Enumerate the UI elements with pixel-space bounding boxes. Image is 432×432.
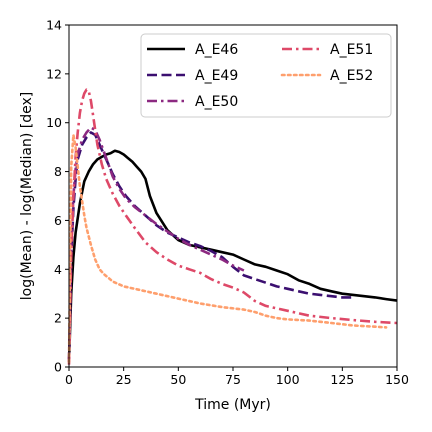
legend-label: A_E52 [330, 68, 373, 84]
x-tick-label: 25 [116, 372, 132, 387]
legend-label: A_E46 [195, 42, 238, 58]
axes-layer: 0 25 50 75 100 125 150 0 2 4 6 8 10 12 14 [46, 18, 409, 388]
series-line-a-e49 [67, 131, 354, 363]
y-axis-title: log(Mean) - log(Median) [dex] [19, 92, 35, 300]
x-tick-label: 50 [170, 372, 186, 387]
series-line-a-e46 [67, 149, 398, 363]
x-tick-label: 150 [385, 372, 409, 387]
series-line-a-e51 [67, 88, 398, 365]
legend: A_E46 A_E49 A_E50 A_E51 A_E52 [140, 33, 392, 118]
y-tick-label: 6 [54, 213, 62, 228]
x-tick-label: 75 [225, 372, 241, 387]
legend-label: A_E50 [195, 94, 238, 110]
y-tick-label: 14 [46, 18, 62, 33]
y-tick-label: 0 [54, 360, 62, 375]
series-layer [67, 88, 398, 365]
x-tick-label: 125 [330, 372, 354, 387]
x-tick-label: 0 [65, 372, 73, 387]
y-tick-label: 4 [54, 262, 62, 277]
y-tick-label: 8 [54, 164, 62, 179]
series-line-a-e52 [67, 133, 388, 364]
legend-box [140, 33, 392, 118]
x-tick-label: 100 [276, 372, 300, 387]
y-tick-label: 10 [46, 115, 62, 130]
x-axis-title: Time (Myr) [194, 397, 271, 413]
series-line-a-e50 [67, 126, 245, 363]
y-tick-label: 12 [46, 66, 62, 81]
y-tick-label: 2 [54, 311, 62, 326]
legend-label: A_E51 [330, 42, 373, 58]
legend-label: A_E49 [195, 68, 238, 84]
